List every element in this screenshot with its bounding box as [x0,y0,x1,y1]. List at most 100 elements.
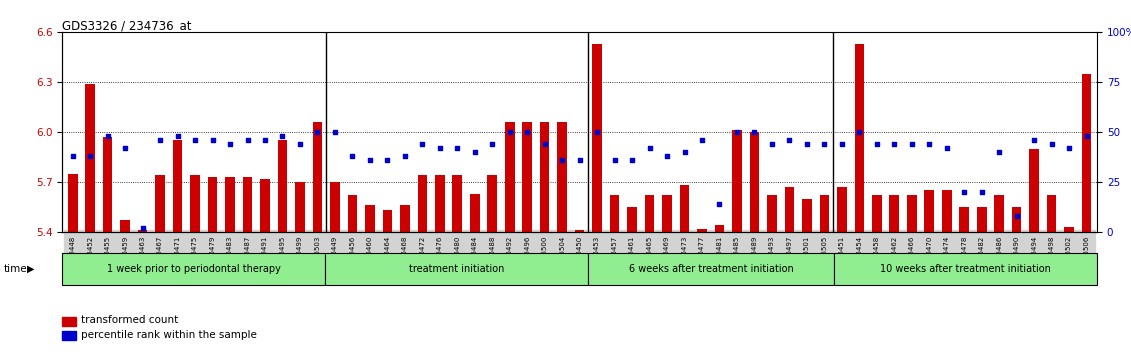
Point [81,153,100,159]
Point [1078,133,1096,139]
Bar [1012,207,1021,232]
Point [658,153,676,159]
Point [239,137,257,143]
Bar [225,177,235,232]
Point [693,137,711,143]
Bar [715,225,724,232]
Bar [959,207,969,232]
Text: GDS3326 / 234736_at: GDS3326 / 234736_at [62,19,192,32]
Point [1060,145,1078,151]
Bar [802,199,812,232]
Text: 1 week prior to periodontal therapy: 1 week prior to periodontal therapy [106,264,280,274]
Bar [889,195,899,232]
Bar [330,182,339,232]
Text: ▶: ▶ [27,264,35,274]
Point [185,137,204,143]
Bar [365,205,374,232]
Bar [260,178,270,232]
Point [221,141,239,147]
Point [921,141,939,147]
Point [1025,137,1043,143]
Point [536,141,554,147]
Text: percentile rank within the sample: percentile rank within the sample [81,330,258,339]
Point [990,149,1008,155]
Point [640,145,658,151]
Bar [487,175,497,232]
Point [518,129,536,135]
Bar [173,140,182,232]
Bar [435,175,444,232]
Point [98,133,116,139]
Bar [575,230,585,232]
Point [903,141,921,147]
Bar [417,175,428,232]
Bar [977,207,986,232]
Point [571,157,589,163]
Bar [120,220,130,232]
Point [588,129,606,135]
Point [133,225,152,231]
Point [973,189,991,195]
Bar [610,195,620,232]
Text: 6 weeks after treatment initiation: 6 weeks after treatment initiation [629,264,794,274]
Bar [785,187,794,232]
Point [466,149,484,155]
Bar [470,194,480,232]
Bar [277,140,287,232]
Point [886,141,904,147]
Point [378,157,396,163]
Point [710,201,728,207]
Point [63,153,81,159]
Point [867,141,886,147]
Point [797,141,815,147]
Bar [593,44,602,232]
Bar [138,230,147,232]
Point [413,141,431,147]
Bar [400,205,409,232]
Bar [924,190,934,232]
Bar [855,44,864,232]
Bar [85,84,95,232]
Bar [155,175,165,232]
Bar [628,207,637,232]
Bar [1081,74,1091,232]
Point [938,145,956,151]
Point [361,157,379,163]
Point [623,157,641,163]
Point [675,149,693,155]
Text: transformed count: transformed count [81,315,179,325]
Text: treatment initiation: treatment initiation [409,264,504,274]
Point [1043,141,1061,147]
Bar [243,177,252,232]
Point [832,141,851,147]
Bar [68,173,78,232]
Bar [1029,149,1039,232]
Point [291,141,309,147]
Point [815,141,834,147]
Bar [558,122,567,232]
Point [169,133,187,139]
Bar [907,195,916,232]
Text: time: time [3,264,27,274]
Point [483,141,501,147]
Point [204,137,222,143]
Point [605,157,623,163]
Point [501,129,519,135]
Bar [295,182,304,232]
Bar [1047,195,1056,232]
Bar [1064,227,1074,232]
Point [1008,213,1026,219]
Point [116,145,135,151]
Bar [697,229,707,232]
Bar [680,185,689,232]
Point [396,153,414,159]
Bar [312,122,322,232]
Bar [382,210,392,232]
Point [956,189,974,195]
Point [763,141,782,147]
Text: 10 weeks after treatment initiation: 10 weeks after treatment initiation [880,264,1051,274]
Bar [504,122,515,232]
Bar [837,187,847,232]
Bar [872,195,882,232]
Bar [645,195,655,232]
